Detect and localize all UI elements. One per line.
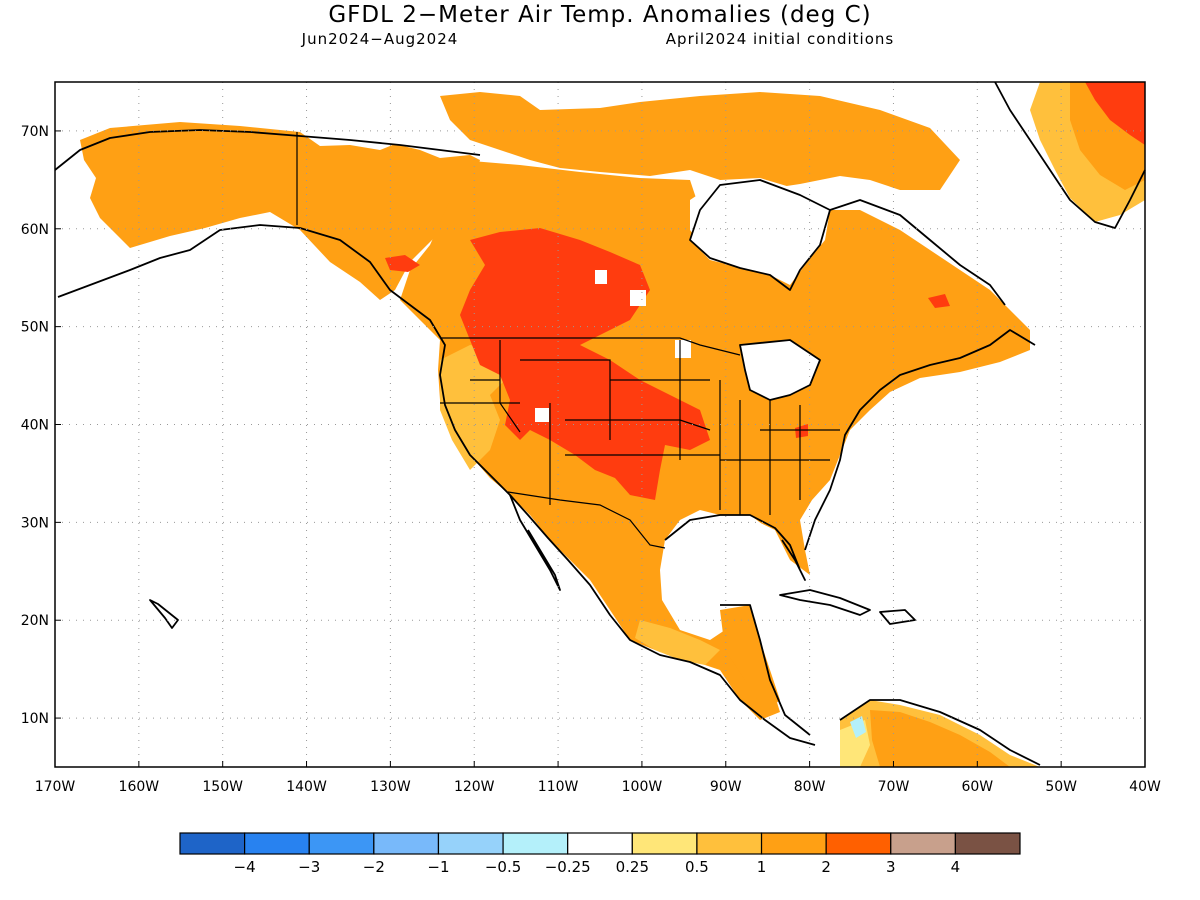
init-subtitle: April2024 initial conditions xyxy=(666,30,894,48)
lat-tick-label: 40N xyxy=(21,418,49,434)
colorbar-label: 4 xyxy=(951,858,961,876)
colorbar-label: −4 xyxy=(234,858,256,876)
lon-tick-label: 40W xyxy=(1129,779,1161,795)
colorbar-swatch xyxy=(696,832,763,855)
colorbar-swatch xyxy=(890,832,956,855)
political-borders xyxy=(296,132,840,549)
lon-tick-label: 100W xyxy=(622,779,663,795)
map-plot-area xyxy=(54,81,1146,768)
coast-baja xyxy=(509,494,561,591)
shading-gap-4 xyxy=(675,340,691,358)
colorbar-label: 0.5 xyxy=(685,858,709,876)
lon-tick-label: 170W xyxy=(35,779,76,795)
lon-tick-label: 160W xyxy=(119,779,160,795)
colorbar-swatch xyxy=(437,832,504,855)
lat-tick-label: 50N xyxy=(21,320,49,336)
great-lakes xyxy=(740,340,820,400)
shading-gap-1 xyxy=(595,270,607,284)
period-subtitle: Jun2024−Aug2024 xyxy=(301,30,459,48)
hudson-bay xyxy=(690,178,830,285)
lon-tick-label: 90W xyxy=(710,779,742,795)
coast-hawaii xyxy=(149,599,179,629)
colorbar-label: −0.5 xyxy=(485,858,521,876)
coast-alaska xyxy=(57,224,816,746)
anomaly-shading xyxy=(80,82,1145,767)
lon-tick-label: 150W xyxy=(202,779,243,795)
colorbar-label: 2 xyxy=(821,858,831,876)
shading-red-central xyxy=(460,228,710,500)
lat-tick-label: 30N xyxy=(21,515,49,531)
lon-tick-label: 140W xyxy=(286,779,327,795)
shading-gap-2 xyxy=(630,290,646,306)
shading-gap-3 xyxy=(535,408,549,422)
lon-tick-label: 130W xyxy=(370,779,411,795)
latitude-labels: 70N 60N 50N 40N 30N 20N 10N xyxy=(21,124,61,727)
shading-light-orange-west xyxy=(440,345,505,470)
colorbar-swatch xyxy=(760,832,827,855)
colorbar-label: −3 xyxy=(298,858,320,876)
coast-hispaniola xyxy=(879,609,916,625)
map-title: GFDL 2−Meter Air Temp. Anomalies (deg C) xyxy=(328,2,871,28)
colorbar-swatch xyxy=(373,832,440,855)
lon-tick-label: 120W xyxy=(454,779,495,795)
colorbar-swatch xyxy=(825,832,892,855)
colorbar-swatch xyxy=(954,832,1021,855)
shading-red-bc xyxy=(385,255,420,272)
coast-east xyxy=(804,329,1036,551)
border-state-2 xyxy=(499,340,521,433)
lat-tick-label: 10N xyxy=(21,711,49,727)
border-state-3 xyxy=(520,359,611,440)
coast-alaska-north xyxy=(54,129,481,171)
colorbar-label: 3 xyxy=(886,858,896,876)
coast-labrador xyxy=(829,199,1006,306)
border-us-mexico xyxy=(507,491,666,549)
shading-central-america xyxy=(720,605,780,712)
gulf-of-mexico xyxy=(662,518,790,610)
longitude-labels: 170W 160W 150W 140W 130W 120W 110W 100W 90W 80W 70… xyxy=(35,761,1161,795)
border-us-canada xyxy=(440,337,741,356)
shading-arctic-islands xyxy=(440,92,960,190)
shading-south-america-blue xyxy=(850,716,866,738)
great-lakes-outline xyxy=(739,339,821,401)
shading-alaska xyxy=(80,122,480,300)
shading-red-greenland xyxy=(1085,82,1145,145)
coast-hudson xyxy=(689,179,831,291)
colorbar-swatch xyxy=(244,832,310,855)
coast-greenland xyxy=(994,81,1146,229)
colorbar-label: −1 xyxy=(427,858,449,876)
colorbar-swatch xyxy=(308,832,375,855)
lon-tick-label: 60W xyxy=(961,779,993,795)
lon-tick-label: 70W xyxy=(878,779,910,795)
colorbar-label: 0.25 xyxy=(616,858,649,876)
colorbar: −4 −3 −2 −1 −0.5 −0.25 0.25 0.5 1 2 3 4 xyxy=(179,832,1021,876)
coastlines xyxy=(54,81,1146,766)
lat-tick-label: 70N xyxy=(21,124,49,140)
lat-tick-label: 60N xyxy=(21,222,49,238)
shading-red-bay xyxy=(795,424,808,438)
lon-tick-label: 110W xyxy=(538,779,579,795)
shading-south-america-orange xyxy=(870,710,1010,767)
colorbar-label: −0.25 xyxy=(545,858,591,876)
shading-red-labrador xyxy=(928,294,950,308)
coast-cuba xyxy=(779,589,871,616)
colorbar-swatch xyxy=(502,832,569,855)
lat-tick-label: 20N xyxy=(21,613,49,629)
coast-gulf xyxy=(664,514,806,581)
colorbar-swatch xyxy=(567,832,633,855)
lon-tick-label: 50W xyxy=(1045,779,1077,795)
colorbar-swatch xyxy=(179,832,246,855)
shading-light-orange-mexico xyxy=(635,620,720,665)
colorbar-label: 1 xyxy=(757,858,767,876)
lon-tick-label: 80W xyxy=(794,779,826,795)
coast-central-america xyxy=(720,604,811,736)
coast-south-america xyxy=(839,699,1041,766)
colorbar-swatch xyxy=(631,832,698,855)
colorbar-label: −2 xyxy=(363,858,385,876)
